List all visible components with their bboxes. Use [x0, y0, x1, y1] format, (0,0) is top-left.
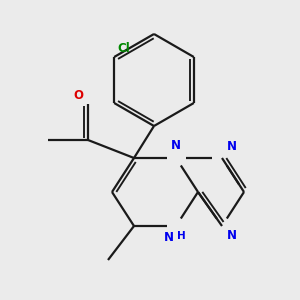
Text: N: N [171, 139, 181, 152]
Text: N: N [164, 231, 174, 244]
Text: Cl: Cl [117, 42, 130, 55]
Text: O: O [73, 89, 83, 102]
Text: N: N [227, 140, 237, 153]
Text: N: N [227, 229, 237, 242]
Text: H: H [177, 231, 185, 241]
